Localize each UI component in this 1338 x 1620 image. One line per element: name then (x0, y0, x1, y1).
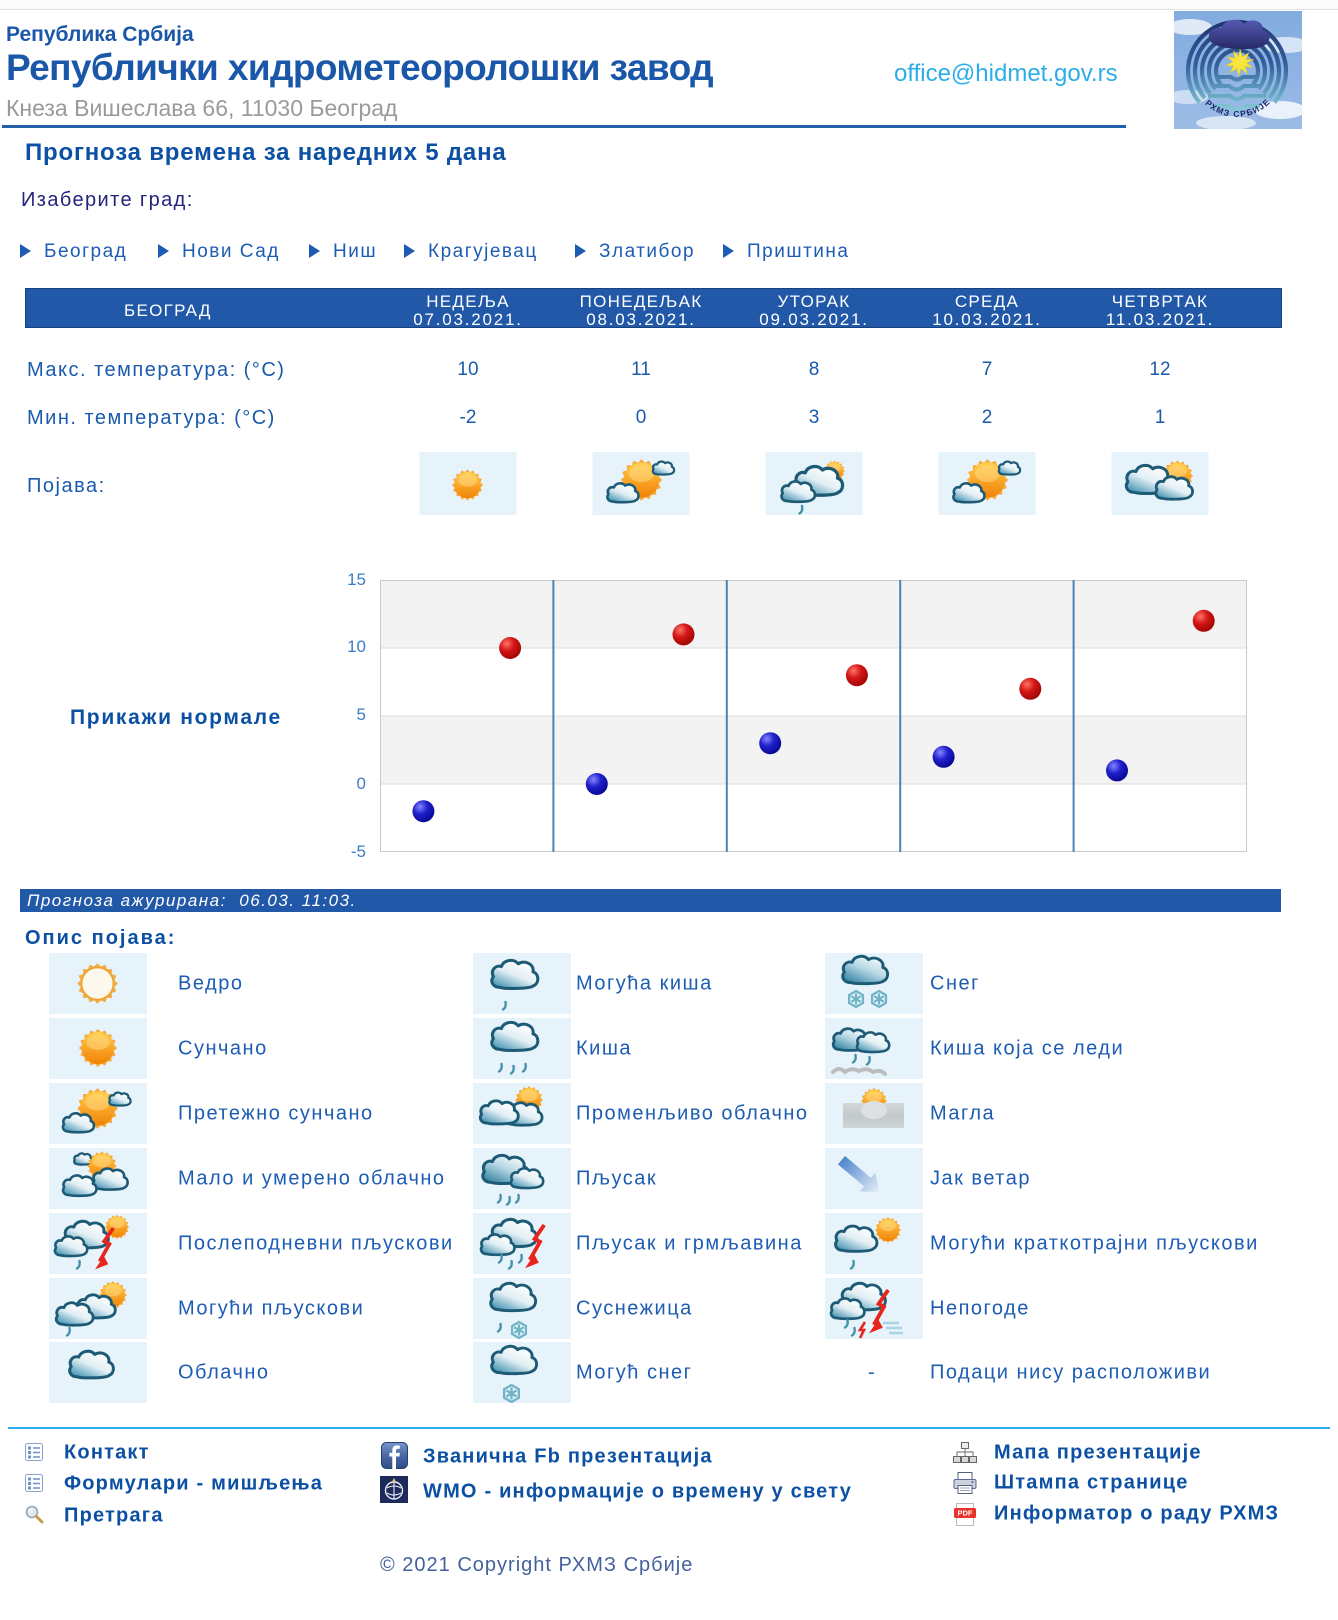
svg-text:PDF: PDF (958, 1509, 973, 1518)
